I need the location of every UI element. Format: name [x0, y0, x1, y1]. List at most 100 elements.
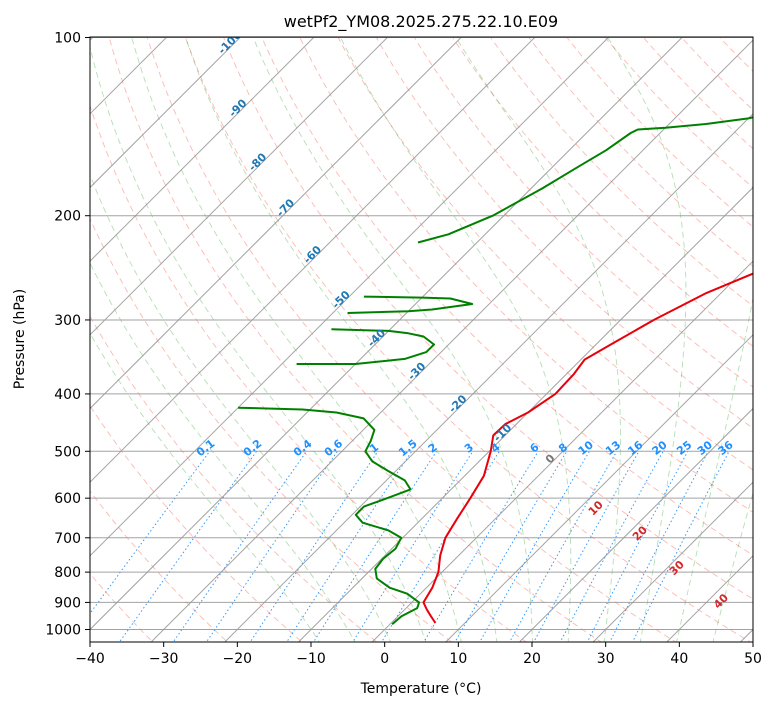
mixing-ratio-line	[632, 451, 730, 642]
dry-adiabat-line	[680, 37, 753, 111]
dry-adiabat-line	[108, 37, 602, 642]
dry-adiabat-line	[451, 37, 753, 347]
x-tick-label: −30	[149, 651, 179, 667]
x-tick-label: 40	[670, 651, 688, 667]
moist-adiabat-line	[607, 37, 687, 642]
isotherm-line	[90, 37, 463, 410]
x-tick-label: 20	[523, 651, 541, 667]
mixing-ratio-line	[249, 451, 379, 642]
mixing-ratio-label: 16	[625, 438, 645, 458]
isotherm-line	[592, 481, 753, 642]
dry-adiabat-line	[90, 490, 229, 642]
y-tick-label: 800	[54, 565, 81, 581]
dry-adiabat-line	[299, 37, 753, 513]
moist-adiabat-label: 20	[630, 523, 650, 543]
temperature-trace	[422, 272, 753, 624]
isotherm-line	[90, 37, 389, 336]
dry-adiabat-line	[222, 37, 753, 600]
isotherm-line	[739, 628, 753, 642]
dry-adiabats	[90, 37, 753, 642]
mixing-ratio-line	[479, 451, 590, 642]
dry-adiabat-line	[413, 37, 753, 388]
y-tick-label: 100	[54, 31, 81, 47]
mixing-ratio-line	[454, 451, 568, 642]
mixing-ratio-label: 10	[576, 438, 596, 458]
isotherm-line	[371, 260, 753, 642]
y-tick-label: 900	[54, 595, 81, 611]
dry-adiabat-line	[90, 217, 453, 642]
isotherm-label: -100	[216, 28, 245, 57]
mixing-ratio-line	[586, 451, 689, 642]
dewpoint-trace	[347, 295, 474, 314]
isotherm-label: -80	[246, 150, 269, 173]
isotherm-line	[90, 37, 610, 557]
x-axis-title: Temperature (°C)	[360, 681, 482, 697]
plot-frame	[89, 36, 754, 643]
mixing-ratio-label: 36	[716, 438, 736, 458]
moist-adiabat-line	[252, 37, 533, 642]
dry-adiabat-line	[642, 37, 753, 150]
moist-adiabat-label: 10	[586, 498, 606, 518]
dewpoint-trace	[296, 328, 435, 365]
mixing-ratio-label: 1	[367, 441, 381, 456]
mixing-ratio-label: 2	[426, 441, 440, 456]
moist-adiabat-label: 30	[667, 558, 687, 578]
sounding-traces	[238, 116, 753, 626]
y-tick-label: 700	[54, 531, 81, 547]
dry-adiabat-line	[146, 37, 677, 642]
dry-adiabat-line	[489, 37, 753, 307]
isotherm-line	[90, 37, 684, 631]
isotherm-line	[90, 37, 315, 262]
isotherm-label: -20	[446, 392, 469, 415]
x-tick-label: 10	[449, 651, 467, 667]
y-tick-label: 1000	[45, 623, 81, 639]
mixing-ratio-label: 8	[556, 441, 570, 456]
mixing-ratio-label: 3	[462, 441, 476, 456]
isotherm-line	[445, 334, 753, 642]
mixing-ratio-line	[312, 451, 438, 642]
chart-title: wetPf2_YM08.2025.275.22.10.E09	[284, 12, 558, 32]
dry-adiabat-line	[184, 37, 752, 642]
mixing-ratio-label: 25	[674, 438, 694, 458]
isotherm-line	[90, 37, 536, 483]
mixing-ratio-line	[423, 451, 539, 642]
isotherm-label: -50	[330, 288, 353, 311]
mixing-ratio-label: 0.2	[241, 437, 264, 459]
dewpoint-trace	[238, 406, 421, 626]
y-tick-label: 300	[54, 313, 81, 329]
isotherm-line	[150, 39, 753, 642]
mixing-ratio-label: 0.6	[322, 437, 346, 459]
mixing-ratio-line	[352, 451, 474, 642]
mixing-ratio-label: 1.5	[396, 437, 419, 459]
y-tick-label: 200	[54, 209, 81, 225]
mixing-ratio-label: 30	[695, 438, 715, 458]
dry-adiabat-line	[375, 37, 753, 429]
moist-adiabat-line	[90, 332, 321, 642]
moist-adiabat-line	[455, 37, 621, 642]
y-axis-ticks: 100 200 300 400 500 600 700 800 900 1000	[45, 31, 90, 639]
isotherm-line	[224, 113, 753, 642]
moist-adiabat-line	[676, 295, 753, 642]
moist-adiabat-line	[131, 37, 462, 642]
x-tick-label: −10	[296, 651, 326, 667]
x-tick-label: −40	[75, 651, 105, 667]
y-tick-label: 500	[54, 444, 81, 460]
dry-adiabat-line	[337, 37, 753, 471]
isotherm-line	[518, 407, 753, 642]
x-tick-label: 50	[744, 651, 762, 667]
isotherm-grid	[90, 37, 753, 642]
dry-adiabat-line	[90, 315, 378, 642]
mixing-ratio-label: 0.1	[194, 437, 217, 459]
dewpoint-trace	[417, 116, 753, 244]
mixing-ratio-label: 6	[527, 440, 541, 455]
isotherm-label: -60	[301, 243, 324, 266]
moist-adiabat-line	[90, 45, 427, 642]
moist-adiabats	[90, 37, 753, 642]
dry-adiabat-line	[90, 104, 527, 642]
mixing-ratio-label: 0.4	[291, 437, 315, 459]
mixing-ratio-lines	[90, 451, 730, 642]
isotherm-label: -90	[226, 96, 249, 119]
isotherm-line	[90, 37, 242, 189]
x-tick-label: 0	[380, 651, 389, 667]
